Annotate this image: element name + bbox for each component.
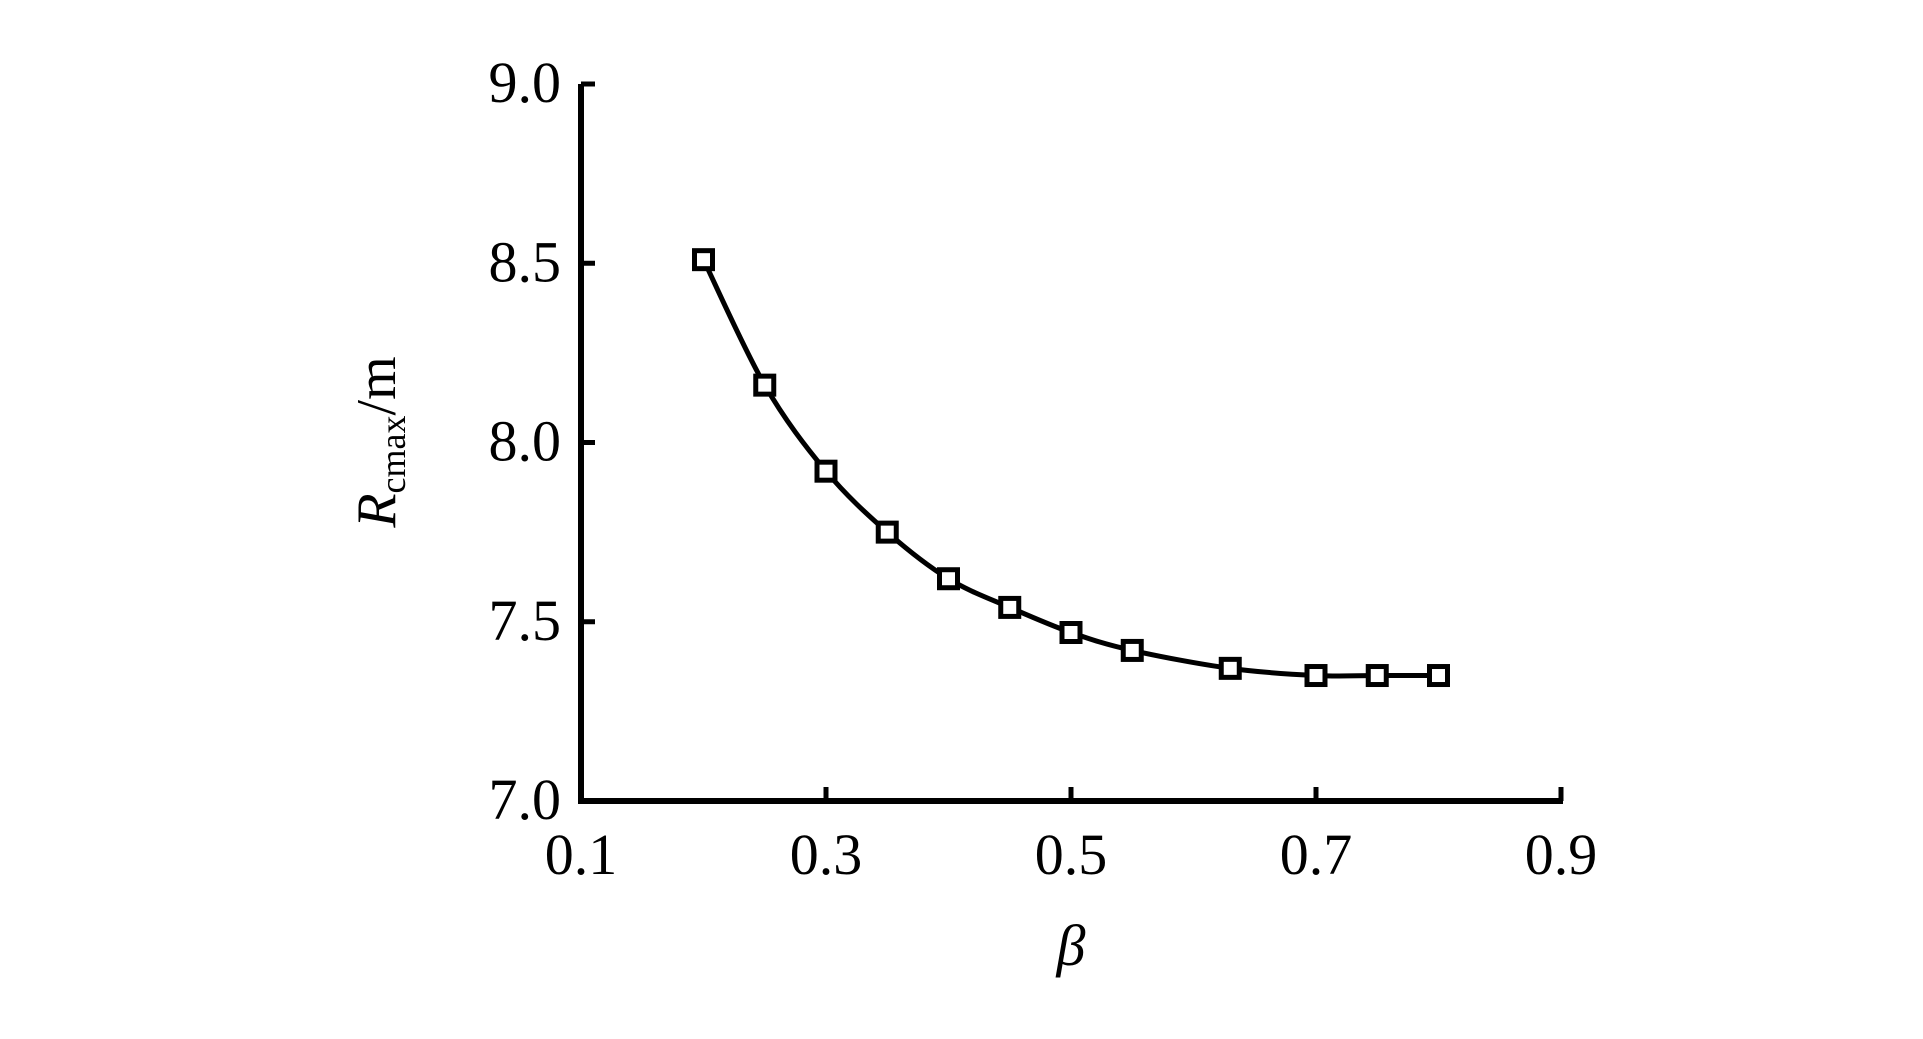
x-tick-label: 0.7 xyxy=(1280,822,1353,887)
x-tick-label: 0.9 xyxy=(1525,822,1598,887)
data-point-marker xyxy=(1218,656,1242,680)
x-tick-label: 0.5 xyxy=(1035,822,1108,887)
axes xyxy=(578,84,1563,804)
data-point-marker xyxy=(1059,621,1083,645)
y-label-unit: /m xyxy=(346,356,408,415)
y-tick-label: 9.0 xyxy=(489,50,562,115)
y-tick-label: 8.5 xyxy=(489,229,562,294)
data-point-marker xyxy=(1304,664,1328,688)
data-point-marker xyxy=(875,520,899,544)
data-point-marker xyxy=(692,248,715,272)
data-point-marker xyxy=(998,595,1022,619)
y-tick-label: 8.0 xyxy=(489,409,562,474)
data-point-marker xyxy=(1427,664,1450,688)
data-point-marker xyxy=(753,373,777,397)
data-point-marker xyxy=(1120,638,1144,662)
data-point-marker xyxy=(1365,664,1389,688)
y-label-main: R xyxy=(346,493,408,528)
data-point-marker xyxy=(814,459,838,483)
y-tick-label: 7.0 xyxy=(489,767,562,832)
x-axis-label: β xyxy=(1056,913,1086,978)
ticks: 0.1 0.3 0.5 0.7 0.9 7.0 7.5 8.0 8.5 9.0 xyxy=(489,50,1598,887)
x-tick-label: 0.3 xyxy=(790,822,863,887)
x-tick-label: 0.1 xyxy=(545,822,618,887)
y-tick-label: 7.5 xyxy=(489,588,562,653)
series-line xyxy=(701,258,1439,679)
data-point-marker xyxy=(937,567,960,591)
y-label-subscript: cmax xyxy=(373,415,413,493)
markers xyxy=(692,248,1450,688)
y-axis-label: Rcmax/m xyxy=(346,356,413,528)
